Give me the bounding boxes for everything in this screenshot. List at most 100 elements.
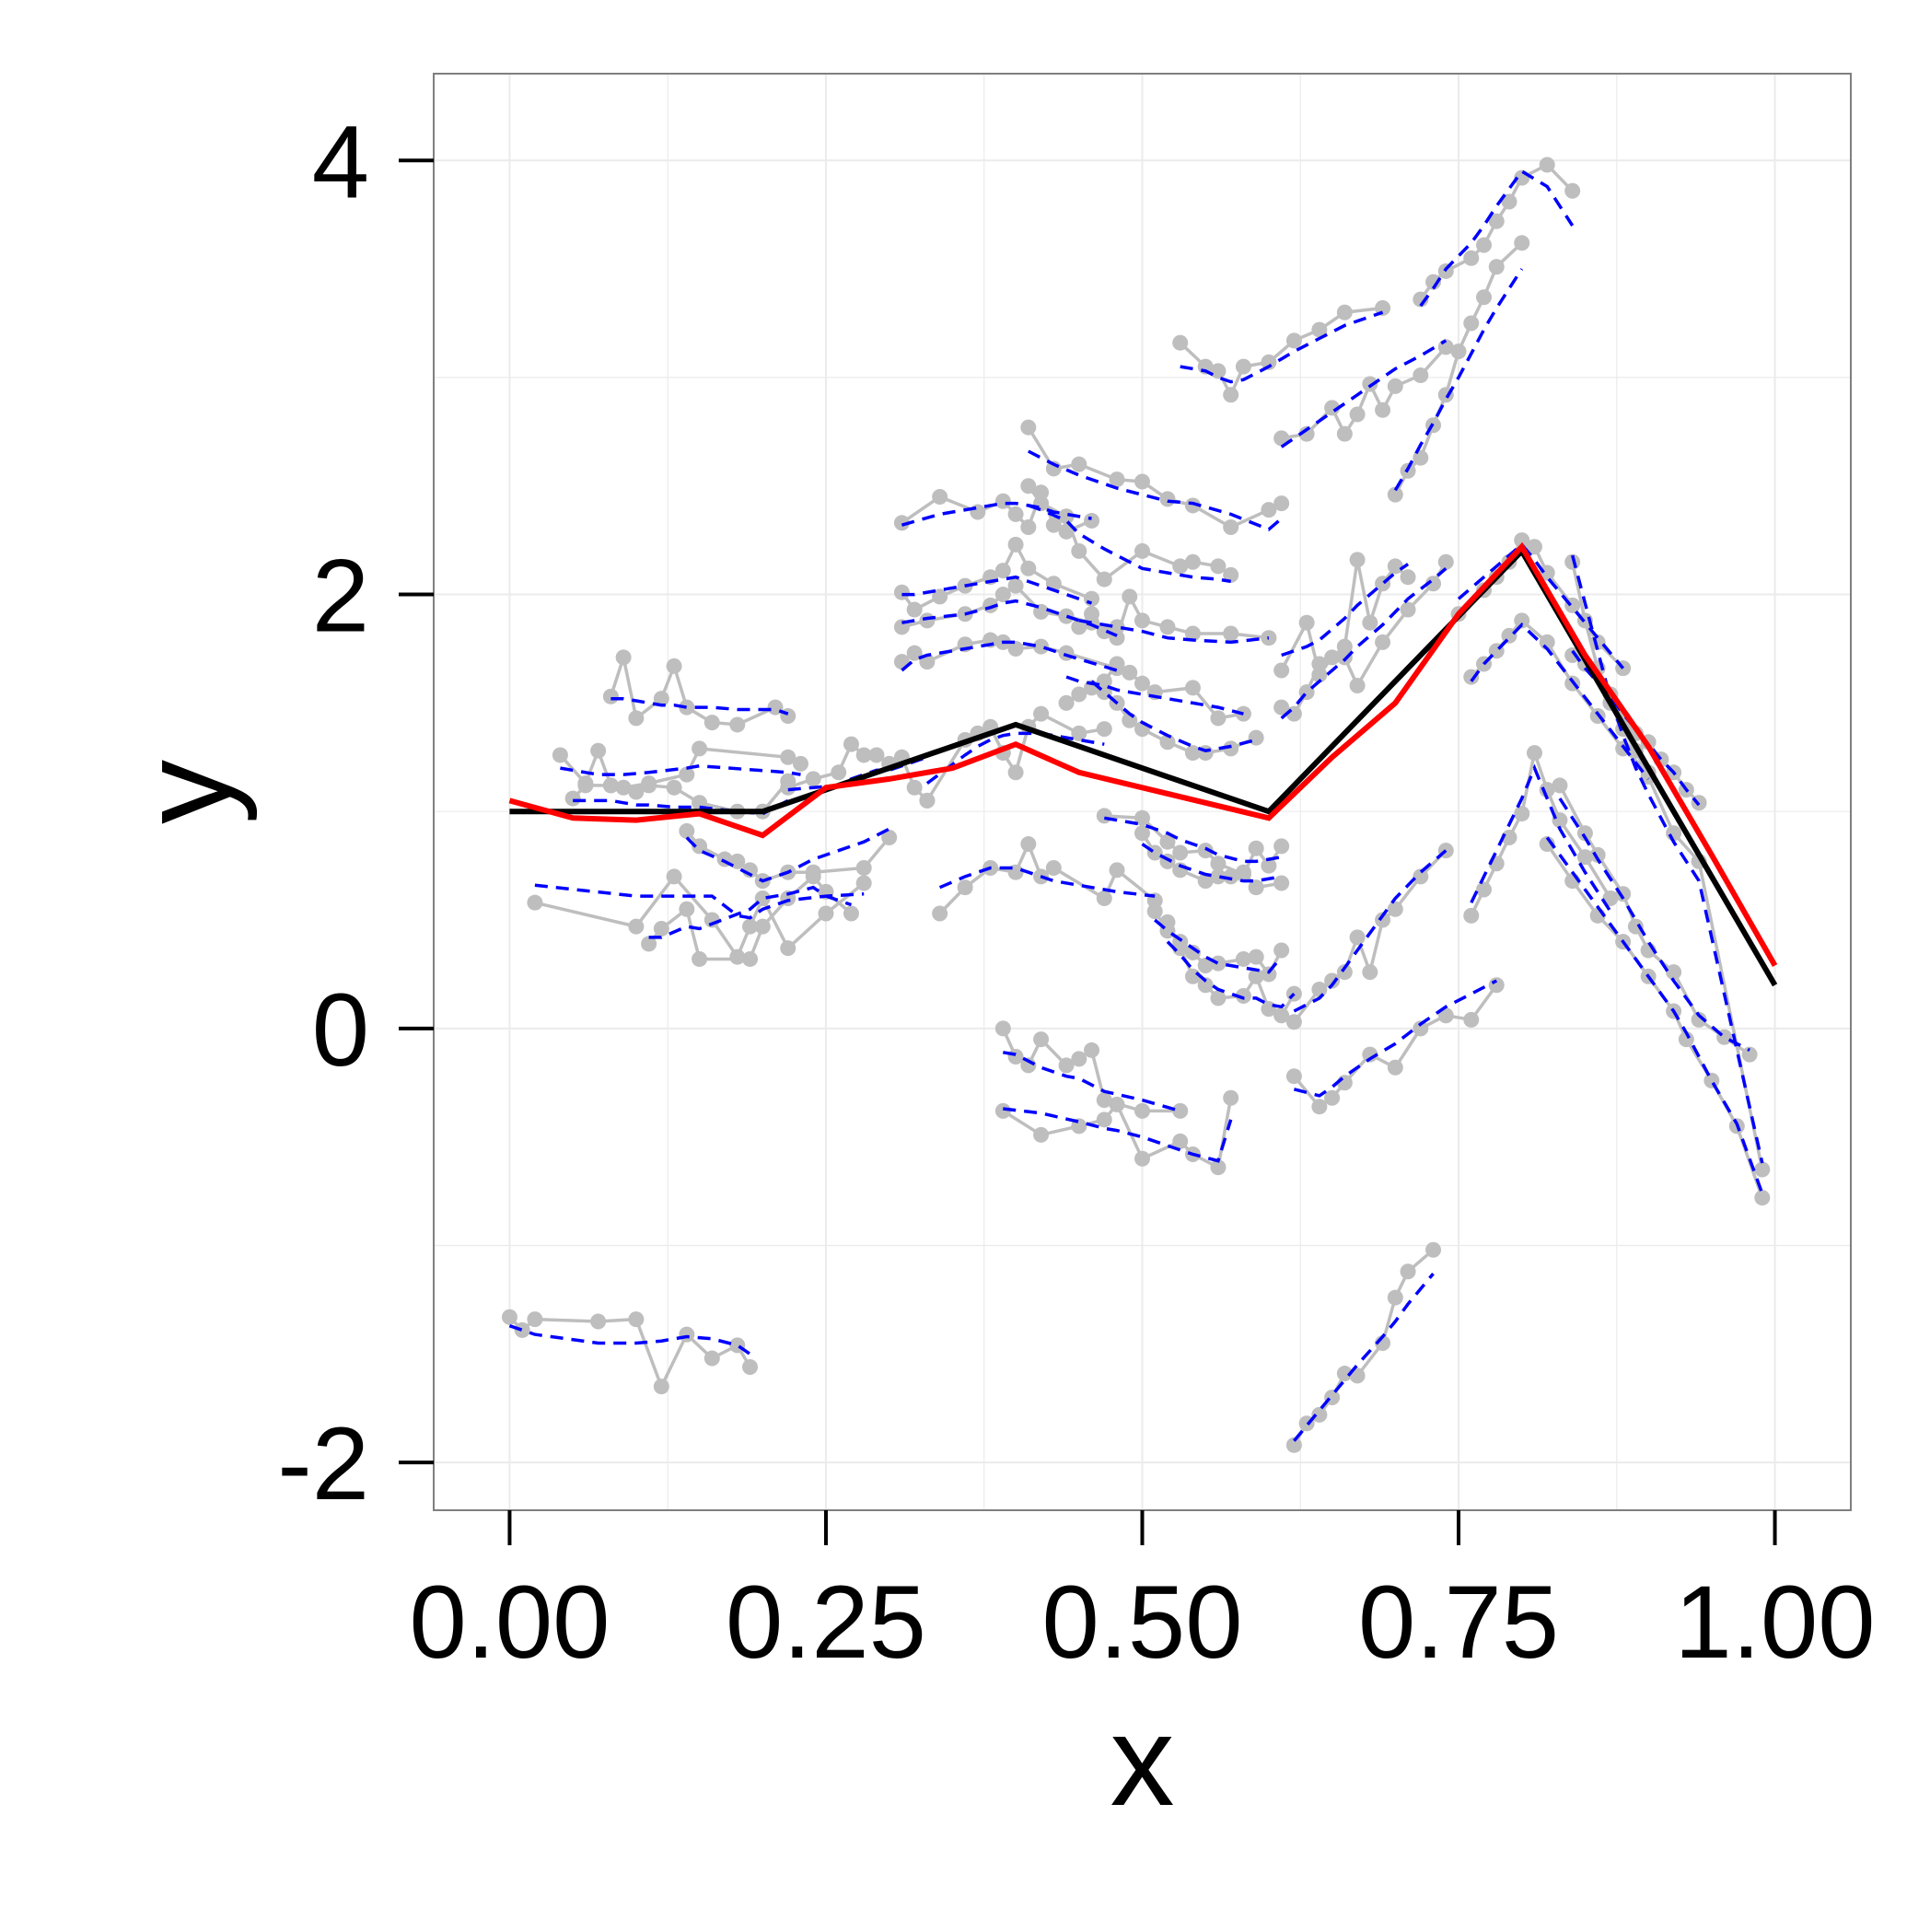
fitted-curve-line xyxy=(901,640,1118,672)
observed-point xyxy=(1324,400,1341,416)
observed-point xyxy=(994,1020,1011,1037)
observed-point xyxy=(1501,829,1517,845)
observed-point xyxy=(1362,376,1378,392)
observed-curve xyxy=(1273,552,1416,683)
observed-point xyxy=(1084,590,1100,607)
observed-point xyxy=(906,779,923,796)
observed-point xyxy=(932,489,948,506)
observed-point xyxy=(994,1102,1011,1119)
observed-point xyxy=(1400,601,1416,618)
fitted-curve-line xyxy=(610,696,789,716)
observed-point xyxy=(1336,425,1353,442)
observed-point xyxy=(590,1313,607,1330)
fitted-curve-line xyxy=(1470,763,1612,913)
observed-point xyxy=(1526,745,1542,762)
observed-point xyxy=(666,658,682,674)
fitted-curve-line xyxy=(1393,268,1524,492)
observed-point xyxy=(1134,675,1150,692)
observed-point xyxy=(1071,619,1087,635)
major-gridlines xyxy=(434,74,1851,1510)
fitted-curve-line xyxy=(1003,1107,1233,1163)
observed-point xyxy=(1071,456,1087,472)
observed-point xyxy=(1602,890,1619,906)
observed-point xyxy=(1223,1089,1239,1106)
observed-point xyxy=(1248,949,1264,965)
observed-point xyxy=(1134,612,1150,629)
fitted-curve-line xyxy=(1104,816,1282,864)
observed-point xyxy=(628,784,645,800)
fitted-curve-line xyxy=(1065,675,1244,716)
observed-point xyxy=(742,950,759,967)
observed-curve xyxy=(1020,478,1239,588)
observed-point xyxy=(679,1326,695,1343)
observed-point xyxy=(641,777,657,794)
observed-point xyxy=(1400,1263,1416,1280)
estimated-mean-line xyxy=(508,541,1778,967)
observed-point xyxy=(1285,332,1302,349)
observed-point xyxy=(919,792,936,809)
observed-point xyxy=(1172,844,1189,861)
observed-point xyxy=(1463,1011,1480,1028)
observed-point xyxy=(742,918,759,935)
observed-point xyxy=(1273,662,1290,679)
observed-point xyxy=(1564,647,1581,664)
observed-point xyxy=(1273,699,1290,716)
fitted-curve-line xyxy=(1027,449,1283,531)
observed-point xyxy=(1210,558,1227,575)
observed-point xyxy=(1514,532,1530,549)
x-tick-label: 1.00 xyxy=(1675,1565,1876,1680)
observed-point xyxy=(1349,929,1366,946)
observed-point xyxy=(1311,981,1328,997)
observed-point xyxy=(641,936,657,952)
observed-point xyxy=(1007,577,1024,594)
observed-curve-line xyxy=(647,874,853,961)
observed-point xyxy=(1285,1437,1302,1453)
observed-point xyxy=(1387,901,1403,917)
observed-point xyxy=(906,601,923,618)
observed-point xyxy=(1666,964,1682,981)
observed-point xyxy=(1539,782,1555,798)
observed-point xyxy=(1020,836,1037,853)
observed-point xyxy=(1184,625,1201,642)
observed-point xyxy=(1526,539,1542,555)
observed-point xyxy=(514,1321,530,1338)
observed-point xyxy=(1134,825,1150,842)
observed-point xyxy=(653,920,669,937)
observed-point xyxy=(1235,705,1251,722)
fitted-curve-line xyxy=(560,763,801,776)
observed-point xyxy=(692,950,708,967)
observed-point xyxy=(843,905,859,922)
observed-point xyxy=(1273,838,1290,855)
observed-point xyxy=(868,747,885,763)
fitted-curve-line xyxy=(1090,680,1257,753)
observed-point xyxy=(831,764,847,781)
observed-point xyxy=(1210,1159,1227,1176)
observed-point xyxy=(1387,378,1403,394)
observed-point xyxy=(577,777,594,794)
observed-point xyxy=(1020,419,1037,436)
observed-point xyxy=(1184,745,1201,762)
observed-point xyxy=(1261,502,1277,518)
observed-curve xyxy=(1387,235,1530,503)
observed-point xyxy=(1362,614,1378,631)
fitted-curve-line xyxy=(1154,918,1284,974)
observed-point xyxy=(1248,729,1264,746)
observed-point xyxy=(1210,868,1227,885)
observed-point xyxy=(1324,1089,1341,1106)
observed-point xyxy=(1691,1011,1707,1028)
observed-point xyxy=(1273,942,1290,959)
observed-point xyxy=(893,515,910,531)
observed-point xyxy=(1184,944,1201,960)
observed-point xyxy=(628,710,645,727)
observed-point xyxy=(1184,680,1201,696)
observed-curve-line xyxy=(1002,1097,1233,1170)
fitted-curve-line xyxy=(508,1324,751,1356)
observed-point xyxy=(1678,1031,1694,1048)
observed-point xyxy=(1261,630,1277,646)
observed-point xyxy=(1223,868,1239,885)
observed-point xyxy=(1210,990,1227,1007)
observed-point xyxy=(1273,875,1290,891)
observed-point xyxy=(1146,903,1163,920)
observed-point xyxy=(602,777,619,794)
